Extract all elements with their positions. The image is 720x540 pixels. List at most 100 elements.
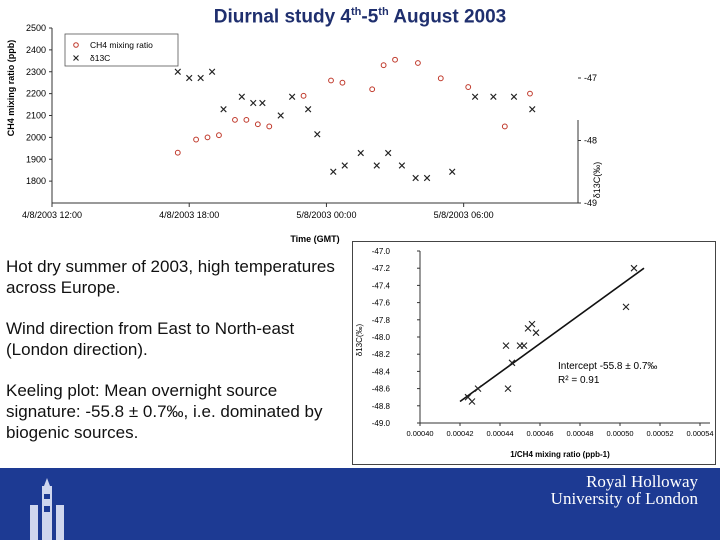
ch4-point [216, 132, 222, 139]
y2-tick-label: -48 [584, 136, 597, 146]
keeling-x-tick-label: 0.00054 [686, 429, 713, 438]
d13c-point [288, 93, 296, 100]
x-axis-label: Time (GMT) [290, 234, 339, 244]
keeling-y-axis-label: δ13C(‰) [355, 323, 364, 356]
keeling-point [504, 385, 512, 392]
x-tick-label: 5/8/2003 06:00 [434, 210, 494, 220]
crest-left-wing [30, 505, 38, 540]
keeling-point [468, 398, 476, 405]
ch4-point [300, 92, 307, 99]
keeling-y-tick-label: -48.8 [372, 402, 391, 411]
keeling-x-tick-label: 0.00044 [486, 429, 513, 438]
ch4-point [243, 116, 250, 123]
y-axis-label: CH4 mixing ratio (ppb) [6, 40, 16, 137]
keeling-y-tick-label: -47.2 [372, 264, 391, 273]
keeling-x-tick-label: 0.00042 [446, 429, 473, 438]
legend-marker-ch4 [73, 42, 79, 48]
keeling-point [474, 385, 482, 392]
keeling-x-tick-label: 0.00048 [566, 429, 593, 438]
d13c-point [341, 162, 348, 169]
crest-spire [44, 478, 50, 486]
diurnal-chart: 1800 1900 2000 2100 2200 2300 2400 2500 -47 -48 -4… [6, 23, 602, 244]
d13c-point [186, 74, 193, 82]
d13c-point [304, 106, 312, 113]
crest-window [44, 506, 50, 512]
keeling-fit-line [459, 267, 645, 403]
y-tick-label: 2100 [26, 111, 46, 121]
y2-tick-label: -47 [584, 73, 597, 83]
brand-royal-holloway: Royal Holloway [586, 472, 698, 491]
y2-tick-label: -49 [584, 198, 597, 208]
ch4-point [204, 134, 211, 141]
d13c-point [398, 162, 406, 169]
ch4-point [254, 121, 261, 128]
d13c-point [330, 168, 337, 175]
keeling-r2-annotation: R² = 0.91 [558, 375, 600, 386]
keeling-point [532, 329, 540, 337]
d13c-point [250, 99, 257, 107]
d13c-point [412, 174, 419, 182]
ch4-point [415, 60, 421, 66]
d13c-point [277, 112, 284, 119]
d13c-point [208, 68, 216, 75]
x-tick-label: 4/8/2003 12:00 [22, 210, 82, 220]
ch4-point [174, 149, 181, 156]
keeling-point [508, 359, 516, 367]
legend-label-d13c: δ13C [90, 53, 110, 63]
keeling-y-tick-label: -47.6 [372, 299, 391, 308]
d13c-point [490, 93, 497, 100]
keeling-x-axis-label: 1/CH4 mixing ratio (ppb-1) [510, 450, 610, 459]
ch4-point [437, 75, 444, 82]
keeling-y-tick-label: -48.4 [372, 367, 391, 376]
legend-label-ch4: CH4 mixing ratio [90, 40, 153, 50]
keeling-x-tick-label: 0.00052 [646, 429, 673, 438]
d13c-point [238, 93, 246, 100]
keeling-y-tick-label: -47.0 [372, 247, 391, 256]
d13c-point [197, 74, 204, 82]
keeling-point [622, 303, 630, 311]
d13c-point [529, 106, 536, 113]
ch4-point [380, 62, 387, 69]
keeling-y-tick-label: -47.8 [372, 316, 391, 325]
y-tick-label: 1800 [26, 176, 46, 186]
keeling-x-tick-label: 0.00040 [406, 429, 433, 438]
d13c-point [384, 149, 392, 157]
ch4-point [328, 77, 334, 84]
ch4-point [266, 123, 273, 130]
y-tick-label: 1900 [26, 154, 46, 164]
keeling-x-tick-label: 0.00046 [526, 429, 553, 438]
crest-right-wing [56, 505, 64, 540]
ch4-point [501, 123, 508, 130]
d13c-point [259, 99, 266, 107]
d13c-point [373, 162, 380, 169]
keeling-intercept-annotation: Intercept -55.8 ± 0.7‰ [558, 361, 657, 372]
keeling-y-tick-label: -48.0 [372, 333, 391, 342]
keeling-plot-frame [352, 241, 716, 465]
y-tick-label: 2300 [26, 67, 46, 77]
legend-box [64, 33, 179, 67]
y-tick-label: 2000 [26, 132, 46, 142]
legend-marker-d13c [73, 55, 79, 61]
keeling-plot: -47.0 -47.2 -47.4 -47.6 -47.8 -48.0 -48.2 -48.4… [355, 247, 714, 459]
ch4-point [339, 79, 346, 86]
d13c-point [314, 131, 321, 138]
footer-bar [0, 468, 720, 540]
d13c-point [471, 93, 479, 100]
keeling-point [502, 342, 510, 349]
keeling-y-tick-label: -48.2 [372, 350, 391, 359]
crest-tower [42, 486, 52, 540]
paragraph-wind: Wind direction from East to North-east (… [6, 319, 295, 359]
y-tick-label: 2500 [26, 23, 46, 33]
x-tick-label: 5/8/2003 00:00 [296, 210, 356, 220]
brand-university-of-london: University of London [550, 489, 698, 508]
d13c-point [220, 106, 227, 113]
y-tick-label: 2400 [26, 45, 46, 55]
ch4-point [232, 116, 238, 123]
y-tick-label: 2200 [26, 89, 46, 99]
keeling-point [630, 264, 638, 272]
x-tick-label: 4/8/2003 18:00 [159, 210, 219, 220]
d13c-point [357, 149, 364, 157]
d13c-point [174, 68, 181, 75]
ch4-point [369, 86, 376, 93]
